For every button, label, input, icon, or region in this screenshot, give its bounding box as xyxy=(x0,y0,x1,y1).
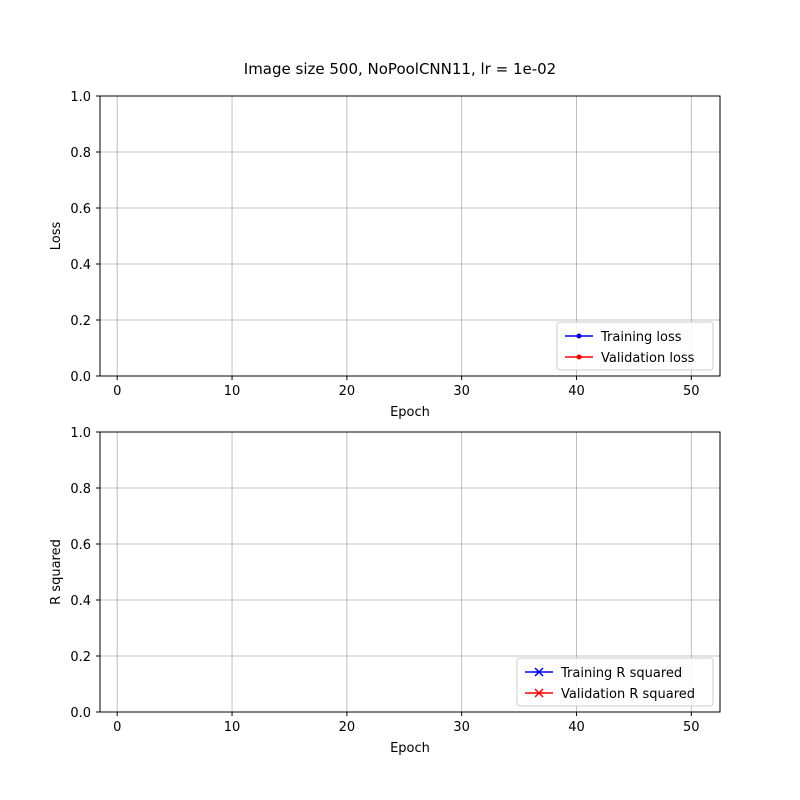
y-tick-label: 0.6 xyxy=(70,202,91,217)
y-tick-label: 0.6 xyxy=(70,538,91,553)
legend-marker-point xyxy=(576,354,582,360)
y-tick-label: 0.0 xyxy=(70,370,91,385)
y-tick-label: 0.0 xyxy=(70,706,91,721)
y-tick-label: 0.4 xyxy=(70,258,91,273)
legend-label: Training R squared xyxy=(560,666,682,681)
x-axis-label: Epoch xyxy=(390,405,430,420)
chart-panel-2: 0 10 20 30 40 50 0.0 0.2 0.4 0.6 0.8 1.0 Epoch R squa… xyxy=(49,426,721,756)
y-tick-label: 0.4 xyxy=(70,594,91,609)
y-tick-label: 0.2 xyxy=(70,314,91,329)
x-tick-label: 0 xyxy=(113,384,121,399)
x-tick-label: 40 xyxy=(568,720,585,735)
legend-marker-point xyxy=(576,333,582,339)
x-tick-label: 10 xyxy=(224,720,241,735)
y-axis-label: R squared xyxy=(49,539,64,605)
axes-frame xyxy=(99,431,721,713)
x-tick-label: 20 xyxy=(339,720,356,735)
legend: Training R squared Validation R squared xyxy=(516,657,714,707)
legend-box xyxy=(556,321,714,371)
legend-label: Validation R squared xyxy=(561,687,695,702)
legend-label: Validation loss xyxy=(601,351,695,366)
y-tick-label: 1.0 xyxy=(70,90,91,105)
y-tick-label: 0.8 xyxy=(70,146,91,161)
axes-frame xyxy=(99,95,721,377)
legend-marker-x xyxy=(534,688,544,698)
x-tick-label: 10 xyxy=(224,384,241,399)
legend-box xyxy=(516,657,714,707)
x-axis-label: Epoch xyxy=(390,741,430,756)
x-tick-label: 50 xyxy=(683,384,700,399)
x-tick-label: 30 xyxy=(453,384,470,399)
legend-label: Training loss xyxy=(600,330,682,345)
x-tick-label: 40 xyxy=(568,384,585,399)
y-axis-label: Loss xyxy=(49,222,64,251)
y-tick-label: 0.2 xyxy=(70,650,91,665)
y-tick-label: 1.0 xyxy=(70,426,91,441)
chart-panel-1: 0 10 20 30 40 50 0.0 0.2 0.4 0.6 0.8 1.0 Epoch Loss Tr… xyxy=(49,90,721,420)
y-tick-label: 0.8 xyxy=(70,482,91,497)
legend-marker-x xyxy=(534,667,544,677)
x-tick-label: 30 xyxy=(453,720,470,735)
x-tick-label: 50 xyxy=(683,720,700,735)
x-tick-label: 0 xyxy=(113,720,121,735)
figure-title: Image size 500, NoPoolCNN11, lr = 1e-02 xyxy=(243,60,557,78)
x-tick-label: 20 xyxy=(339,384,356,399)
legend: Training loss Validation loss xyxy=(556,321,714,371)
